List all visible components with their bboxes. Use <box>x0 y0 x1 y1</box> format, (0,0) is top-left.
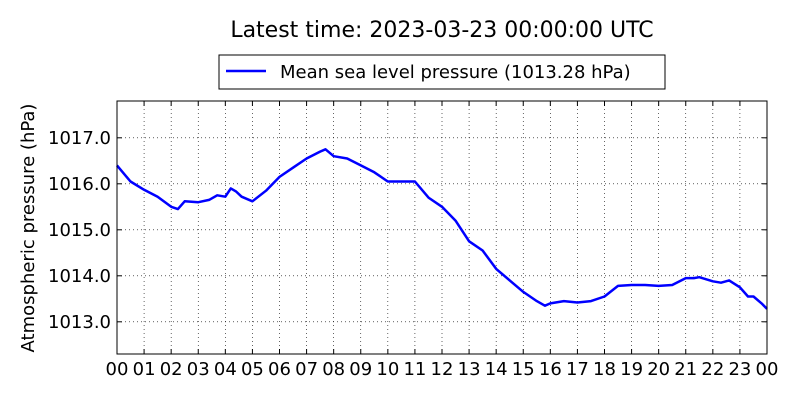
x-tick-label: 19 <box>620 359 643 380</box>
x-tick-label: 21 <box>674 359 697 380</box>
x-tick-label: 05 <box>241 359 264 380</box>
x-tick-label: 07 <box>295 359 318 380</box>
y-tick-label: 1014.0 <box>48 266 111 287</box>
plot-frame <box>116 100 768 355</box>
x-tick-label: 11 <box>403 359 426 380</box>
y-tick-label: 1015.0 <box>48 220 111 241</box>
y-tick-label: 1016.0 <box>48 174 111 195</box>
x-tick-label: 23 <box>728 359 751 380</box>
x-tick-label: 00 <box>106 359 129 380</box>
x-tick-label: 18 <box>593 359 616 380</box>
x-tick-label: 12 <box>431 359 454 380</box>
x-tick-label: 02 <box>160 359 183 380</box>
y-tick-label: 1017.0 <box>48 128 111 149</box>
grid-lines <box>117 101 767 354</box>
legend: Mean sea level pressure (1013.28 hPa) <box>218 54 666 90</box>
x-tick-label: 14 <box>485 359 508 380</box>
series-layer <box>116 148 768 310</box>
y-ticks: 1013.0 1014.0 1015.0 1016.0 1017.0 <box>48 128 767 333</box>
x-tick-label: 01 <box>133 359 156 380</box>
x-tick-label: 22 <box>701 359 724 380</box>
legend-box <box>218 54 666 90</box>
x-tick-label: 08 <box>322 359 345 380</box>
x-tick-label: 20 <box>647 359 670 380</box>
x-tick-label: 03 <box>187 359 210 380</box>
x-tick-label: 16 <box>539 359 562 380</box>
y-tick-label: 1013.0 <box>48 312 111 333</box>
y-axis-label: Atmospheric pressure (hPa) <box>18 104 39 353</box>
x-tick-label: 15 <box>512 359 535 380</box>
x-tick-label: 06 <box>268 359 291 380</box>
x-tick-label: 17 <box>566 359 589 380</box>
x-ticks: 00 01 02 03 04 05 06 07 08 09 10 11 12 13 14 15 16 17 18 19… <box>106 101 779 380</box>
x-tick-label: 13 <box>458 359 481 380</box>
chart-title: Latest time: 2023-03-23 00:00:00 UTC <box>230 18 654 43</box>
x-tick-label: 10 <box>376 359 399 380</box>
x-tick-label: 00 <box>756 359 779 380</box>
x-tick-label: 04 <box>214 359 237 380</box>
x-tick-label: 09 <box>349 359 372 380</box>
series-line-mslp <box>116 148 768 310</box>
legend-entry: Mean sea level pressure (1013.28 hPa) <box>280 62 631 83</box>
